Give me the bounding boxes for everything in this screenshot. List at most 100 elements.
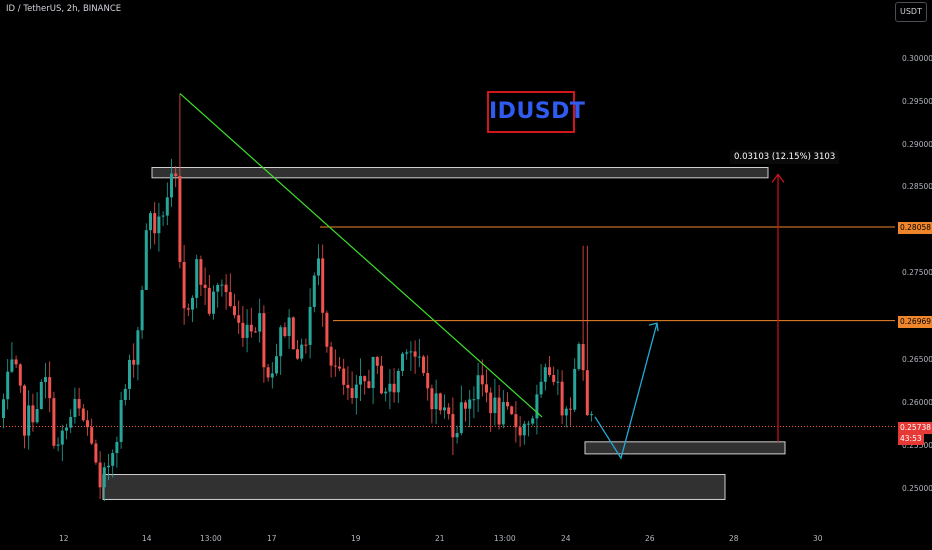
candle — [10, 359, 14, 372]
candle — [543, 367, 547, 382]
candle — [94, 443, 98, 463]
candle — [317, 258, 320, 276]
candle — [506, 402, 509, 407]
candle — [241, 322, 245, 338]
candle — [590, 414, 593, 416]
candle — [56, 444, 60, 446]
candle — [203, 284, 207, 288]
candle — [18, 364, 22, 386]
candle — [422, 356, 425, 373]
projection-arrowhead — [648, 322, 659, 332]
candle — [270, 373, 274, 378]
x-tick: 13:00 — [200, 534, 222, 543]
candle — [31, 405, 35, 423]
candle — [527, 423, 530, 425]
candle — [451, 414, 455, 438]
candle — [153, 213, 157, 234]
measure-label: 0.03103 (12.15%) 3103 — [730, 150, 840, 164]
candle — [300, 344, 304, 359]
drawings-layer — [179, 93, 785, 460]
x-tick: 13:00 — [494, 534, 516, 543]
candle — [48, 377, 52, 399]
candle — [161, 215, 165, 217]
price-countdown: 43:53 — [898, 433, 924, 445]
candle — [65, 427, 68, 431]
candle — [333, 365, 337, 367]
candle — [81, 408, 85, 421]
candle — [569, 408, 572, 410]
symbol-label[interactable]: ID / TetherUS, 2h, BINANCE — [6, 4, 122, 14]
price-zone — [584, 441, 786, 455]
x-tick: 21 — [435, 534, 445, 543]
candle — [86, 420, 89, 428]
x-tick: 30 — [813, 534, 823, 543]
candle — [119, 400, 123, 442]
candle — [367, 381, 371, 388]
currency-button[interactable]: USDT — [895, 2, 927, 22]
candle — [380, 365, 383, 394]
candle — [426, 372, 430, 389]
candle — [249, 324, 253, 332]
candle — [2, 399, 5, 418]
candle — [6, 371, 10, 400]
candle — [325, 312, 329, 347]
candle — [199, 259, 203, 285]
candle — [228, 292, 232, 307]
x-tick: 28 — [729, 534, 739, 543]
candle — [212, 291, 215, 314]
levels-layer — [0, 226, 895, 428]
trendline — [179, 93, 543, 418]
candle — [254, 331, 257, 333]
candle — [308, 306, 312, 345]
y-tick: 0.30000 — [902, 54, 932, 63]
projection-path — [594, 322, 658, 460]
x-tick: 12 — [59, 534, 69, 543]
candle — [170, 173, 173, 198]
candle — [585, 370, 589, 416]
candle — [489, 392, 493, 414]
candle — [514, 414, 518, 428]
candle — [174, 173, 178, 177]
y-tick: 0.29500 — [902, 97, 932, 106]
candle — [191, 297, 194, 310]
candle — [14, 359, 18, 365]
candle — [560, 381, 564, 416]
candle — [77, 399, 81, 409]
candle — [195, 259, 199, 298]
y-tick: 0.25000 — [902, 484, 932, 493]
candle — [321, 258, 325, 313]
candle — [552, 374, 556, 383]
candle — [476, 375, 480, 400]
candle — [392, 383, 396, 393]
annotation-title[interactable]: IDUSDT — [487, 91, 585, 133]
candle — [480, 375, 484, 385]
x-tick: 14 — [142, 534, 152, 543]
candle — [375, 356, 379, 366]
candle — [384, 391, 388, 394]
candle — [548, 367, 551, 375]
candle — [434, 393, 438, 410]
y-tick: 0.29000 — [902, 140, 932, 149]
candle — [359, 376, 362, 385]
candle — [258, 313, 262, 332]
candle — [35, 409, 39, 423]
candle — [531, 418, 535, 424]
candle — [132, 359, 136, 365]
measure-arrowhead — [771, 173, 785, 183]
candle — [485, 384, 488, 393]
candle — [73, 399, 77, 418]
candle — [577, 344, 581, 369]
price-zone — [102, 474, 726, 500]
y-tick: 0.27500 — [902, 268, 932, 277]
candle — [107, 465, 110, 468]
candle — [573, 368, 577, 410]
candle — [296, 349, 299, 359]
candle — [468, 399, 472, 409]
candle — [443, 407, 446, 411]
y-tick: 0.26000 — [902, 398, 932, 407]
candle — [396, 370, 400, 393]
candle — [459, 402, 463, 434]
candle — [501, 402, 505, 425]
candle — [123, 388, 127, 401]
